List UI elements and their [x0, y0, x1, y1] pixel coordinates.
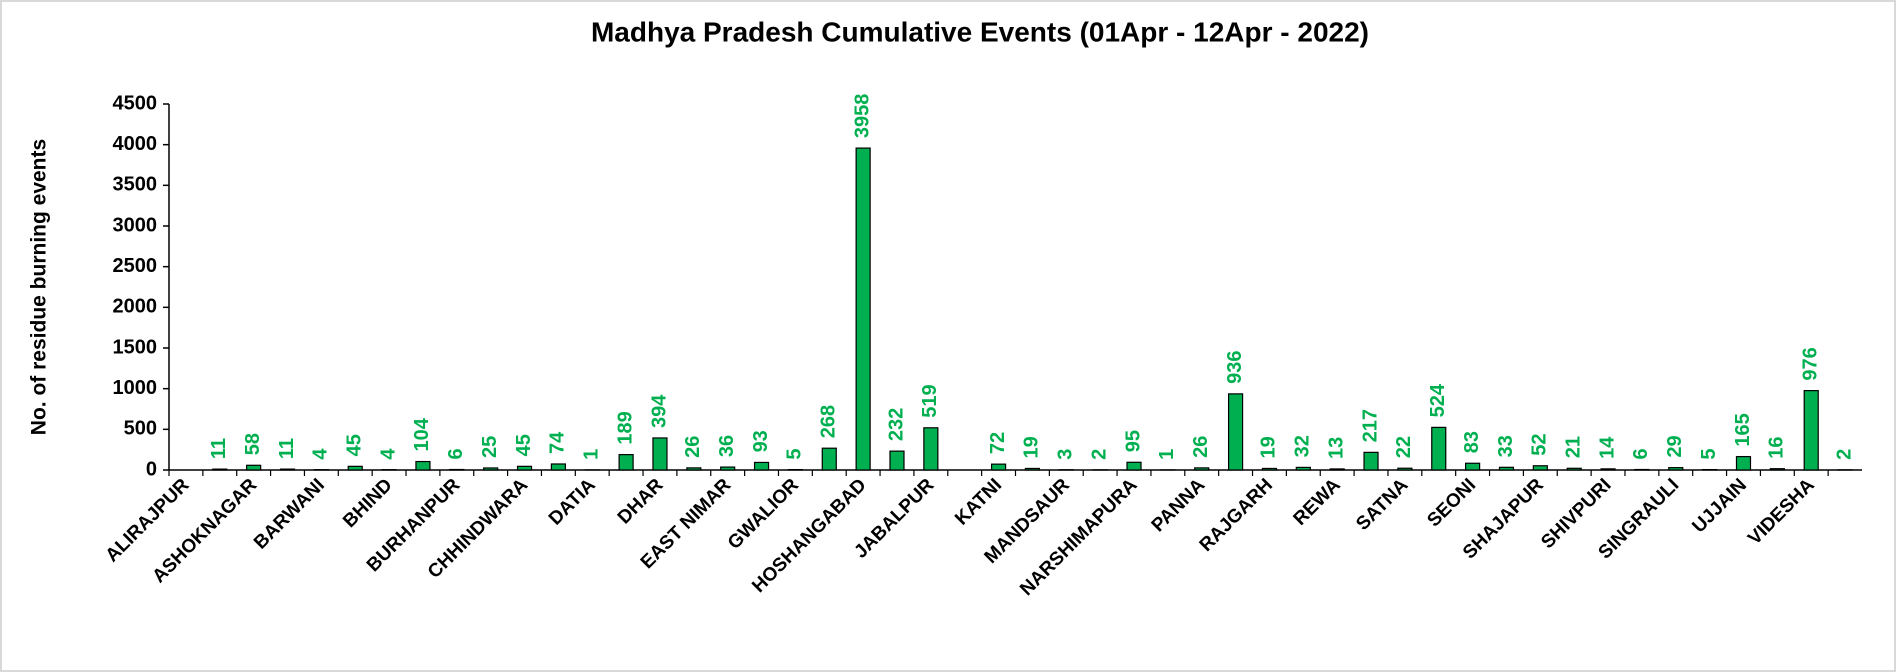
bar: [1769, 468, 1785, 471]
y-tick-label: 3000: [113, 214, 158, 236]
bar: [1532, 465, 1548, 471]
bar: [1194, 467, 1210, 471]
y-tick-label: 2000: [113, 296, 158, 318]
bar: [618, 454, 634, 471]
value-label: 45: [513, 434, 535, 456]
value-label: 519: [919, 384, 941, 417]
value-label: 45: [344, 434, 366, 456]
value-label: 3: [1055, 449, 1077, 460]
bar: [1498, 466, 1515, 471]
bar: [550, 463, 566, 471]
bar: [652, 437, 668, 471]
bar: [347, 465, 363, 471]
bar: [1465, 462, 1481, 471]
bar: [1803, 390, 1819, 471]
value-label: 4: [377, 448, 399, 460]
bar: [1566, 467, 1582, 471]
value-label: 1: [581, 449, 603, 460]
bar: [1363, 451, 1379, 471]
y-tick-label: 500: [124, 418, 157, 440]
value-label: 36: [716, 435, 738, 457]
value-label: 26: [1190, 436, 1212, 458]
y-tick-label: 3500: [113, 174, 158, 196]
y-tick-label: 2500: [113, 255, 158, 277]
bar: [753, 461, 770, 471]
value-label: 4: [310, 448, 332, 460]
bar: [990, 463, 1007, 471]
value-label: 5: [1698, 448, 1720, 459]
value-label: 1: [1156, 449, 1178, 460]
value-label: 976: [1799, 347, 1821, 380]
y-tick-label: 1000: [113, 377, 158, 399]
bar: [1126, 461, 1142, 471]
value-label: 394: [648, 394, 670, 428]
value-label: 2: [1088, 449, 1110, 460]
value-label: 26: [682, 436, 704, 458]
value-label: 72: [987, 432, 1009, 454]
bar: [855, 147, 871, 471]
value-label: 74: [547, 431, 569, 454]
bar: [1024, 467, 1041, 471]
bar: [889, 450, 905, 471]
bar: [246, 464, 262, 471]
bar: [720, 466, 736, 471]
bar: [516, 465, 533, 471]
bar: [1295, 466, 1311, 471]
y-tick-label: 4500: [113, 92, 158, 114]
value-label: 93: [750, 430, 772, 452]
value-label: 11: [208, 438, 230, 459]
bar: [279, 468, 296, 471]
bar: [1227, 393, 1244, 471]
bar: [415, 460, 431, 471]
bar: [1329, 468, 1345, 471]
value-label: 16: [1766, 436, 1788, 458]
bar: [212, 468, 228, 471]
value-label: 2: [1833, 449, 1855, 460]
value-label: 33: [1495, 435, 1517, 457]
value-label: 189: [614, 411, 636, 444]
value-label: 11: [276, 438, 298, 459]
value-label: 19: [1021, 436, 1043, 458]
value-label: 21: [1562, 436, 1584, 458]
value-label: 95: [1122, 430, 1144, 452]
value-label: 232: [885, 408, 907, 441]
value-label: 936: [1224, 350, 1246, 383]
chart-title: Madhya Pradesh Cumulative Events (01Apr …: [591, 16, 1369, 47]
bar: [1431, 426, 1447, 471]
value-label: 13: [1325, 437, 1347, 459]
value-label: 104: [411, 417, 433, 451]
value-label: 165: [1732, 413, 1754, 446]
value-label: 3958: [851, 94, 873, 139]
value-label: 5: [784, 448, 806, 459]
value-label: 217: [1359, 409, 1381, 442]
bar: [686, 467, 702, 471]
bar: [821, 447, 837, 471]
value-label: 19: [1258, 436, 1280, 458]
bar: [1735, 455, 1752, 471]
value-label: 22: [1393, 436, 1415, 458]
value-label: 14: [1596, 436, 1618, 459]
value-label: 52: [1529, 434, 1551, 456]
bar: [923, 427, 939, 471]
bar: [1668, 467, 1684, 471]
bar: [1397, 467, 1413, 471]
bar: [1600, 468, 1616, 471]
bar: [483, 467, 499, 471]
value-label: 268: [818, 405, 840, 438]
value-label: 6: [445, 448, 467, 459]
value-label: 6: [1630, 448, 1652, 459]
value-label: 83: [1461, 431, 1483, 453]
bar: [1261, 467, 1278, 471]
y-tick-label: 4000: [113, 133, 158, 155]
value-label: 524: [1427, 383, 1449, 417]
y-tick-label: 0: [146, 458, 157, 480]
value-label: 29: [1664, 435, 1686, 457]
value-label: 32: [1292, 435, 1314, 457]
value-label: 58: [242, 433, 264, 455]
y-axis-label: No. of residue burning events: [28, 139, 51, 435]
value-label: 25: [479, 436, 501, 458]
y-tick-label: 1500: [113, 336, 158, 358]
